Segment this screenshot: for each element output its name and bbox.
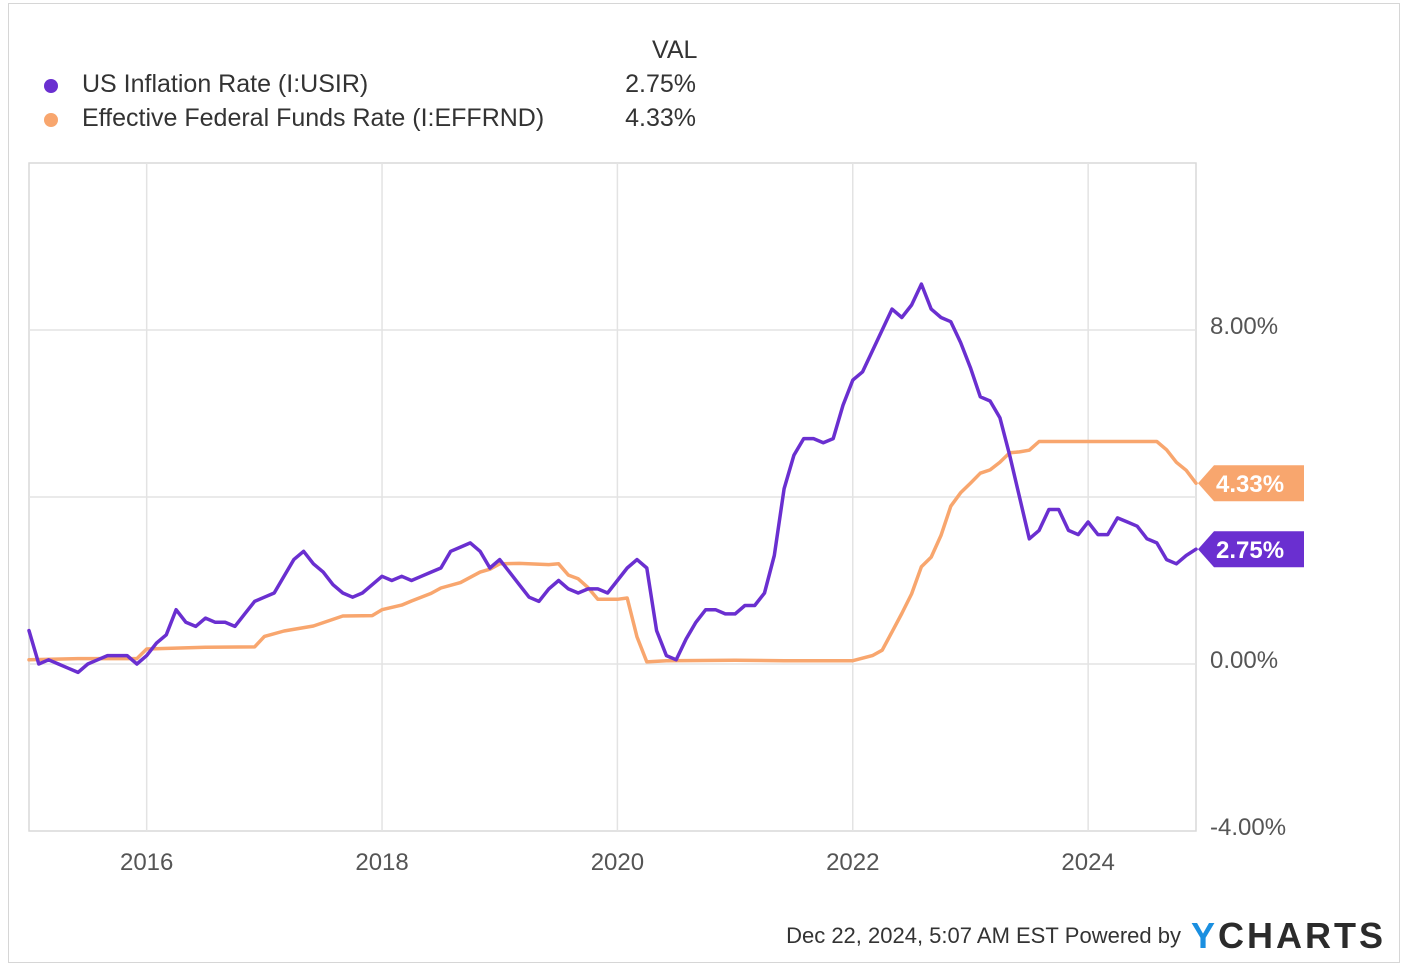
y-tick-label: -4.00% xyxy=(1210,814,1286,841)
end-value-label-0: 2.75% xyxy=(1216,537,1284,564)
logo-y-mark: Y xyxy=(1190,915,1218,956)
legend-label: US Inflation Rate (I:USIR) xyxy=(82,70,369,98)
x-tick-label: 2016 xyxy=(120,849,173,876)
fed-funds-series-dot-icon xyxy=(44,113,58,127)
legend-label: Effective Federal Funds Rate (I:EFFRND) xyxy=(82,104,545,132)
end-value-tag-0 xyxy=(1198,531,1304,568)
timestamp: Dec 22, 2024, 5:07 AM EST xyxy=(786,923,1059,948)
x-tick-label: 2018 xyxy=(355,849,408,876)
y-tick-label: 8.00% xyxy=(1210,313,1278,340)
legend-item-inflation[interactable]: US Inflation Rate (I:USIR) 2.75% xyxy=(40,70,720,102)
x-tick-label: 2022 xyxy=(826,849,879,876)
powered-by-text: Powered by xyxy=(1064,923,1181,948)
legend-value: 2.75% xyxy=(625,70,696,98)
end-value-tag-1 xyxy=(1198,465,1304,502)
legend-value: 4.33% xyxy=(625,104,696,132)
inflation-series-dot-icon xyxy=(44,79,58,93)
footer: Dec 22, 2024, 5:07 AM EST Powered by YCH… xyxy=(786,915,1386,957)
legend-item-fed-funds[interactable]: Effective Federal Funds Rate (I:EFFRND) … xyxy=(40,104,720,136)
y-tick-label: 0.00% xyxy=(1210,647,1278,674)
series-line-0 xyxy=(27,282,1198,675)
chart-frame xyxy=(8,3,1400,963)
end-value-label-1: 4.33% xyxy=(1216,471,1284,498)
x-tick-label: 2020 xyxy=(591,849,644,876)
x-tick-label: 2024 xyxy=(1061,849,1114,876)
series-line-1 xyxy=(27,439,1198,664)
logo-wordmark: CHARTS xyxy=(1218,915,1386,956)
legend-header: VAL xyxy=(652,36,698,64)
ycharts-logo[interactable]: YCHARTS xyxy=(1191,915,1386,957)
